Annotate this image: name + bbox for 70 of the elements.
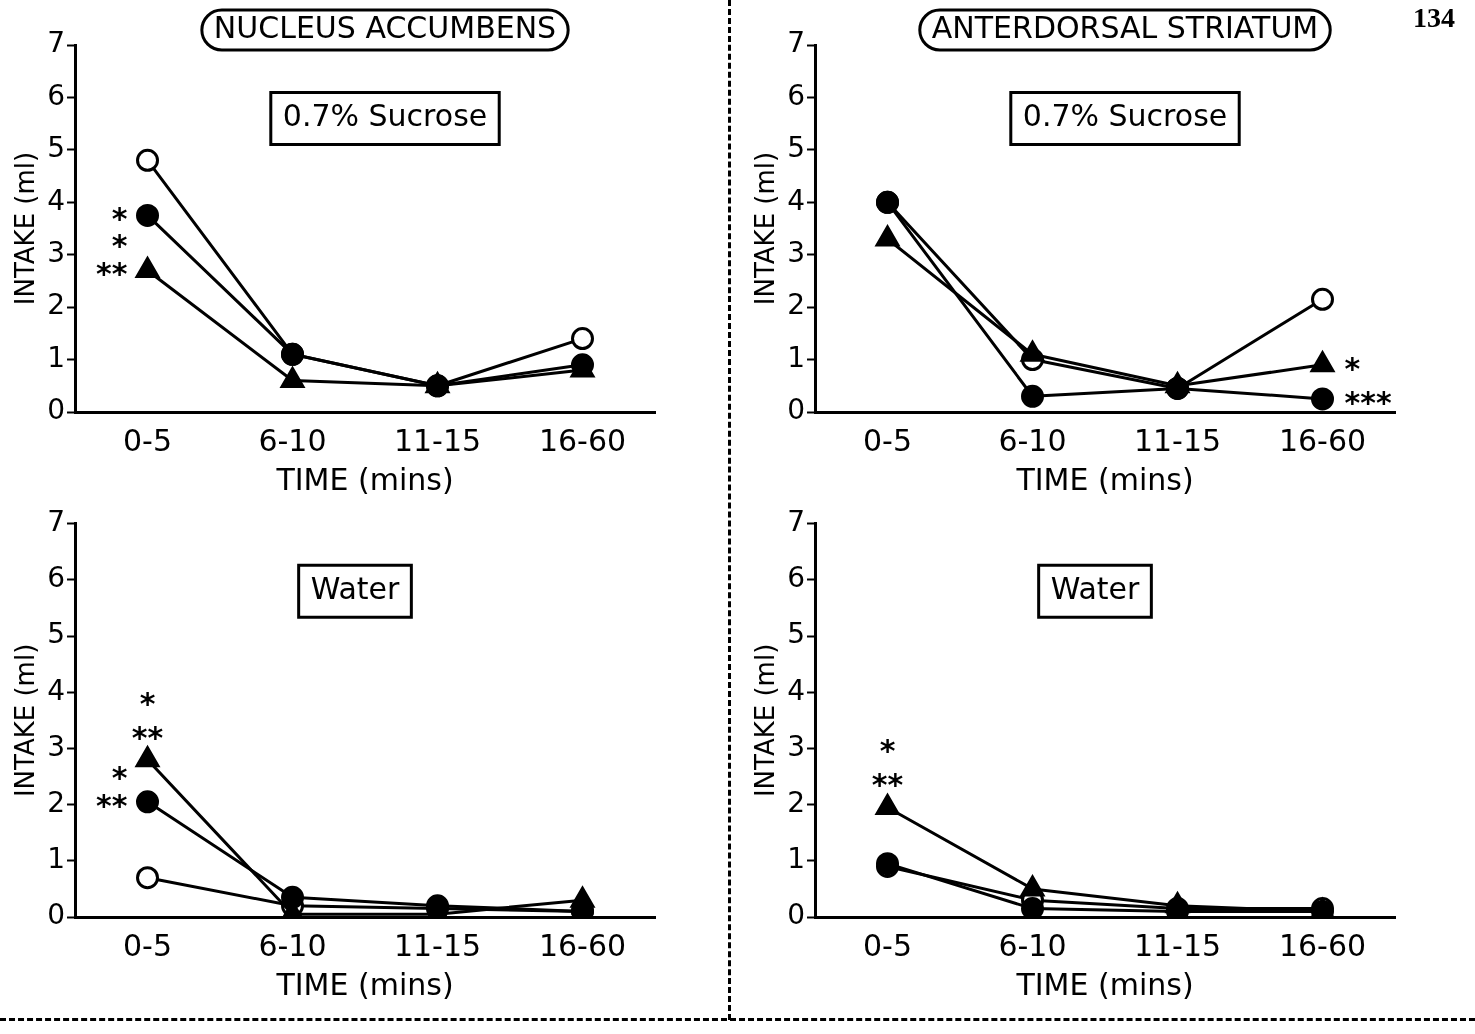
x-tick-label: 11-15 <box>393 927 482 963</box>
y-tick-label: 6 <box>787 561 806 595</box>
y-tick-label: 6 <box>787 78 806 112</box>
y-tick-label: 1 <box>47 842 66 876</box>
y-axis-title: INTAKE (ml) <box>750 151 781 306</box>
y-tick-label: 3 <box>47 236 66 269</box>
y-tick-label: 4 <box>787 673 806 707</box>
y-tick-label: 7 <box>47 26 66 60</box>
x-tick-label: 6-10 <box>258 927 327 963</box>
y-tick-label: 5 <box>47 131 66 165</box>
x-tick-label: 0-5 <box>123 927 173 963</box>
y-tick-label: 1 <box>47 340 66 374</box>
x-tick-label: 0-5 <box>123 422 173 458</box>
annotation: ** <box>96 256 128 292</box>
y-tick-label: 2 <box>787 785 806 819</box>
x-tick-label: 16-60 <box>1278 927 1367 963</box>
text: Water <box>1050 571 1141 606</box>
y-axis-title: INTAKE (ml) <box>10 151 41 306</box>
y-tick-label: 0 <box>47 393 66 427</box>
x-tick-label: 11-15 <box>1133 927 1222 963</box>
y-tick-label: 3 <box>47 729 66 763</box>
annotation: * <box>139 685 156 721</box>
annotation: * <box>1344 350 1361 386</box>
x-axis-title: TIME (mins) <box>275 461 454 497</box>
y-tick-label: 0 <box>787 898 806 932</box>
y-tick-label: 5 <box>47 617 66 651</box>
x-tick-label: 6-10 <box>258 422 327 458</box>
y-tick-label: 2 <box>787 288 806 322</box>
x-tick-label: 0-5 <box>863 927 913 963</box>
x-axis-title: TIME (mins) <box>1015 461 1194 497</box>
y-tick-label: 5 <box>787 131 806 165</box>
x-tick-label: 11-15 <box>393 422 482 458</box>
chart-title: NUCLEUS ACCUMBENS <box>213 9 557 45</box>
text: Water <box>310 571 401 606</box>
y-tick-label: 3 <box>787 729 806 763</box>
y-tick-label: 0 <box>787 393 806 427</box>
annotation: ** <box>871 767 904 803</box>
x-axis-title: TIME (mins) <box>275 966 454 1002</box>
y-tick-label: 1 <box>787 842 806 876</box>
text: 0.7% Sucrose <box>1022 98 1228 134</box>
annotation: *** <box>1344 384 1392 420</box>
y-axis-title: INTAKE (ml) <box>750 643 781 798</box>
y-tick-label: 5 <box>787 617 806 651</box>
y-tick-label: 7 <box>47 505 66 539</box>
annotation: ** <box>131 719 164 755</box>
y-axis-title: INTAKE (ml) <box>10 643 41 798</box>
y-tick-label: 4 <box>787 183 806 217</box>
y-tick-label: 0 <box>47 898 66 932</box>
y-tick-label: 7 <box>787 505 806 539</box>
text: 0.7% Sucrose <box>282 98 488 134</box>
x-axis-title: TIME (mins) <box>1015 966 1194 1002</box>
y-tick-label: 6 <box>47 561 66 595</box>
y-tick-label: 2 <box>47 288 66 322</box>
x-tick-label: 16-60 <box>538 927 627 963</box>
x-tick-label: 16-60 <box>1278 422 1367 458</box>
chart-title: ANTERDORSAL STRIATUM <box>931 9 1319 45</box>
y-tick-label: 1 <box>787 340 806 374</box>
x-tick-label: 6-10 <box>998 927 1067 963</box>
annotation: * <box>879 733 896 769</box>
text: 134 <box>1413 2 1455 34</box>
y-tick-label: 2 <box>47 785 66 819</box>
x-tick-label: 16-60 <box>538 422 627 458</box>
y-tick-label: 4 <box>47 673 66 707</box>
x-tick-label: 6-10 <box>998 422 1067 458</box>
y-tick-label: 4 <box>47 183 66 217</box>
x-tick-label: 11-15 <box>1133 422 1222 458</box>
y-tick-label: 7 <box>787 26 806 60</box>
x-tick-label: 0-5 <box>863 422 913 458</box>
y-tick-label: 3 <box>787 236 806 269</box>
y-tick-label: 6 <box>47 78 66 112</box>
